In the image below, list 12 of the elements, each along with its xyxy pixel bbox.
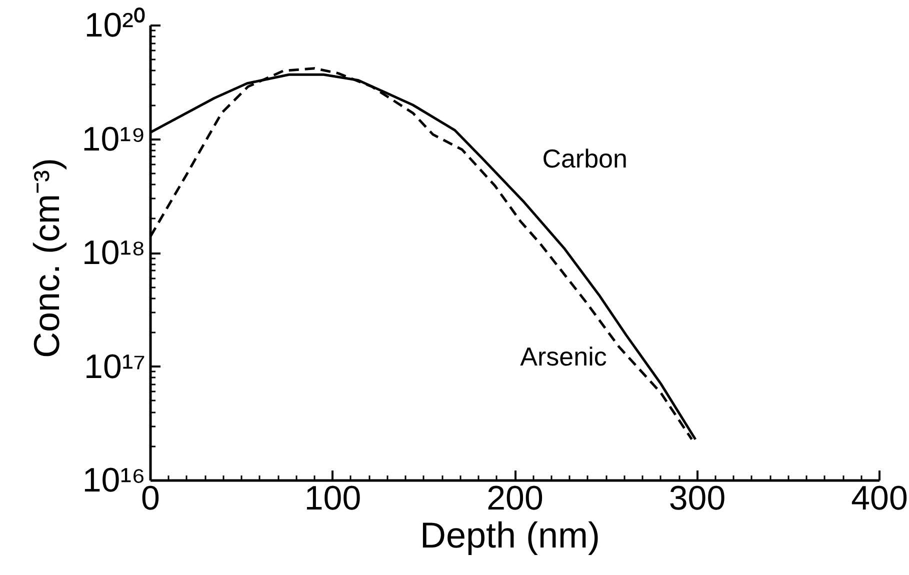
series-label: Carbon xyxy=(542,143,628,174)
x-axis-title: Depth (nm) xyxy=(420,514,600,556)
y-axis-title: Conc. (cm⁻³) xyxy=(26,158,67,358)
x-tick-label: 200 xyxy=(486,480,544,518)
x-tick-label: 100 xyxy=(304,480,362,518)
y-tick-label: 10¹⁸ xyxy=(82,234,146,272)
y-tick-label: 10¹⁷ xyxy=(84,348,146,386)
y-tick-label: 10¹⁹ xyxy=(82,120,146,158)
series-label: Arsenic xyxy=(520,342,607,372)
x-tick-label: 300 xyxy=(668,480,726,518)
x-tick-label: 400 xyxy=(851,480,908,518)
y-tick-label: 10²⁰ xyxy=(84,6,146,44)
